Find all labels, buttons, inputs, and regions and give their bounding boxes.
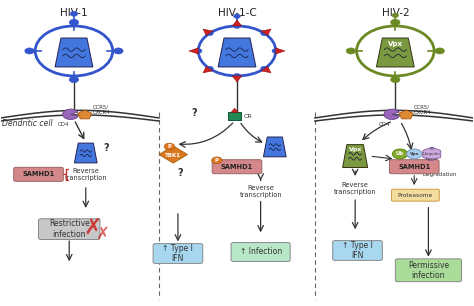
- Circle shape: [194, 49, 202, 53]
- Circle shape: [233, 73, 241, 78]
- Circle shape: [206, 66, 213, 71]
- Circle shape: [164, 143, 174, 150]
- Polygon shape: [399, 110, 413, 119]
- FancyBboxPatch shape: [228, 113, 241, 120]
- FancyBboxPatch shape: [38, 219, 100, 240]
- Polygon shape: [203, 29, 213, 35]
- Polygon shape: [78, 110, 92, 119]
- Text: Reverse
transcription: Reverse transcription: [64, 168, 107, 181]
- Polygon shape: [159, 146, 187, 163]
- Text: E3
Ubiquitin
ligase: E3 Ubiquitin ligase: [423, 147, 441, 161]
- Circle shape: [69, 19, 79, 25]
- Text: SAMHD1: SAMHD1: [22, 171, 55, 177]
- Circle shape: [391, 76, 400, 83]
- Text: P: P: [215, 158, 219, 163]
- Text: Reverse
transcription: Reverse transcription: [239, 185, 282, 198]
- Text: ↑ Infection: ↑ Infection: [239, 248, 282, 256]
- Circle shape: [206, 31, 213, 36]
- Circle shape: [234, 14, 240, 18]
- Circle shape: [233, 24, 241, 28]
- FancyBboxPatch shape: [333, 241, 383, 260]
- Circle shape: [356, 26, 434, 76]
- Text: ↑ Type I
IFN: ↑ Type I IFN: [342, 241, 373, 260]
- Text: Ub: Ub: [396, 151, 404, 156]
- Text: CR: CR: [243, 114, 252, 119]
- FancyBboxPatch shape: [395, 259, 462, 282]
- Polygon shape: [232, 20, 242, 26]
- Text: CCR5/
CXCR4: CCR5/ CXCR4: [92, 104, 110, 115]
- Circle shape: [198, 26, 276, 76]
- Text: Proteasome: Proteasome: [398, 193, 433, 198]
- Polygon shape: [203, 66, 213, 73]
- Circle shape: [25, 48, 34, 54]
- FancyBboxPatch shape: [14, 167, 64, 181]
- Circle shape: [212, 157, 222, 164]
- Polygon shape: [264, 137, 286, 157]
- Polygon shape: [423, 147, 441, 161]
- Wedge shape: [384, 109, 399, 119]
- Polygon shape: [189, 48, 198, 54]
- Polygon shape: [232, 76, 242, 82]
- Text: Dendritic cell: Dendritic cell: [1, 119, 52, 129]
- FancyBboxPatch shape: [390, 160, 439, 174]
- Text: CD4: CD4: [57, 121, 69, 127]
- Circle shape: [261, 66, 268, 71]
- Circle shape: [392, 149, 408, 159]
- Text: HIV-1: HIV-1: [60, 8, 88, 18]
- FancyBboxPatch shape: [212, 160, 262, 174]
- Text: SAMHD1: SAMHD1: [221, 164, 253, 170]
- Text: Restrictive
infection: Restrictive infection: [49, 219, 90, 239]
- Circle shape: [392, 13, 399, 17]
- Polygon shape: [261, 66, 271, 73]
- Polygon shape: [74, 143, 97, 163]
- Polygon shape: [231, 108, 238, 113]
- Circle shape: [435, 48, 445, 54]
- Polygon shape: [376, 38, 414, 67]
- Text: ↑ Type I
IFN: ↑ Type I IFN: [163, 244, 193, 263]
- Circle shape: [70, 11, 78, 16]
- Text: ✗: ✗: [83, 218, 102, 238]
- Text: ?: ?: [191, 108, 197, 118]
- Polygon shape: [276, 48, 285, 54]
- Text: Degradation: Degradation: [422, 172, 456, 177]
- Text: ✗: ✗: [95, 225, 109, 243]
- Text: Vpx: Vpx: [388, 41, 403, 47]
- FancyBboxPatch shape: [392, 189, 439, 201]
- Wedge shape: [63, 109, 78, 119]
- Polygon shape: [261, 29, 271, 35]
- Polygon shape: [343, 145, 368, 167]
- Text: ?: ?: [177, 168, 183, 178]
- Circle shape: [272, 49, 280, 53]
- Text: Vpx: Vpx: [410, 152, 419, 156]
- Text: Reverse
transcription: Reverse transcription: [334, 181, 376, 195]
- FancyBboxPatch shape: [153, 244, 203, 263]
- Text: HIV-2: HIV-2: [382, 8, 409, 18]
- Text: P: P: [167, 144, 172, 149]
- Polygon shape: [55, 38, 93, 67]
- Circle shape: [114, 48, 123, 54]
- Text: CCR5/
CXCR4: CCR5/ CXCR4: [414, 104, 431, 115]
- Text: Permissive
infection: Permissive infection: [408, 261, 449, 280]
- Circle shape: [407, 149, 422, 159]
- FancyBboxPatch shape: [231, 243, 290, 261]
- Text: Vpx: Vpx: [348, 147, 362, 152]
- Circle shape: [69, 76, 79, 83]
- Circle shape: [35, 26, 113, 76]
- Circle shape: [261, 31, 268, 36]
- Text: ?: ?: [103, 144, 109, 153]
- Text: CD4: CD4: [379, 121, 390, 127]
- Text: HIV-1-C: HIV-1-C: [218, 8, 256, 18]
- Polygon shape: [218, 38, 256, 67]
- Circle shape: [391, 19, 400, 25]
- Text: SAMHD1: SAMHD1: [398, 164, 430, 170]
- Circle shape: [346, 48, 356, 54]
- Text: ?: ?: [267, 145, 273, 155]
- Text: TBK1: TBK1: [165, 153, 181, 158]
